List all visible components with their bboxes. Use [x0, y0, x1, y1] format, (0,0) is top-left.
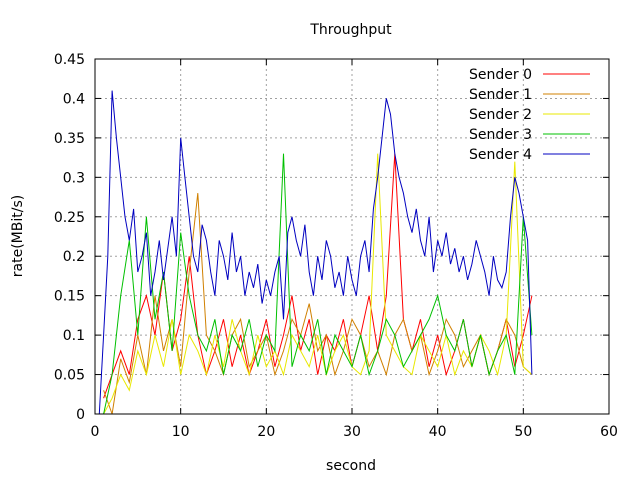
y-tick-label: 0.05	[54, 368, 85, 384]
chart-title: Throughput	[309, 22, 392, 38]
plot-frame	[94, 58, 610, 415]
x-tick-label: 50	[514, 424, 532, 440]
axes: 0 10 20 30 40 50 60 0 0.05 0.1 0.15 0.2 0.25 0.3 0.35 0…	[54, 52, 618, 440]
y-tick-label: 0.15	[54, 289, 85, 305]
y-tick-label: 0.1	[63, 328, 85, 344]
series-layer	[98, 90, 533, 415]
y-tick-label: 0.35	[54, 131, 85, 147]
x-tick-label: 20	[257, 424, 275, 440]
y-tick-label: 0.3	[63, 170, 85, 186]
y-axis-title: rate(MBit/s)	[10, 195, 26, 277]
x-tick-label: 10	[172, 424, 190, 440]
series-line-sender-0	[103, 153, 533, 399]
y-tick-label: 0.25	[54, 210, 85, 226]
series-line-sender-4	[98, 90, 533, 415]
y-tick-label: 0	[76, 407, 85, 423]
y-tick-label: 0.2	[63, 249, 85, 265]
series-line-sender-3	[103, 153, 533, 415]
legend-label-sender-0: Sender 0	[469, 67, 532, 83]
x-tick-label: 60	[600, 424, 618, 440]
legend-label-sender-3: Sender 3	[469, 127, 532, 143]
legend-label-sender-4: Sender 4	[469, 147, 532, 163]
series-line-sender-2	[103, 153, 533, 415]
grid	[95, 59, 609, 414]
x-tick-label: 40	[429, 424, 447, 440]
y-tick-label: 0.4	[63, 91, 85, 107]
legend-label-sender-2: Sender 2	[469, 107, 532, 123]
series-line-sender-1	[103, 193, 533, 415]
y-tick-label: 0.45	[54, 52, 85, 68]
x-tick-label: 30	[343, 424, 361, 440]
x-tick-label: 0	[91, 424, 100, 440]
legend-label-sender-1: Sender 1	[469, 87, 532, 103]
x-axis-title: second	[326, 458, 376, 474]
legend: Sender 0 Sender 1 Sender 2 Sender 3 Sender 4	[469, 67, 590, 163]
